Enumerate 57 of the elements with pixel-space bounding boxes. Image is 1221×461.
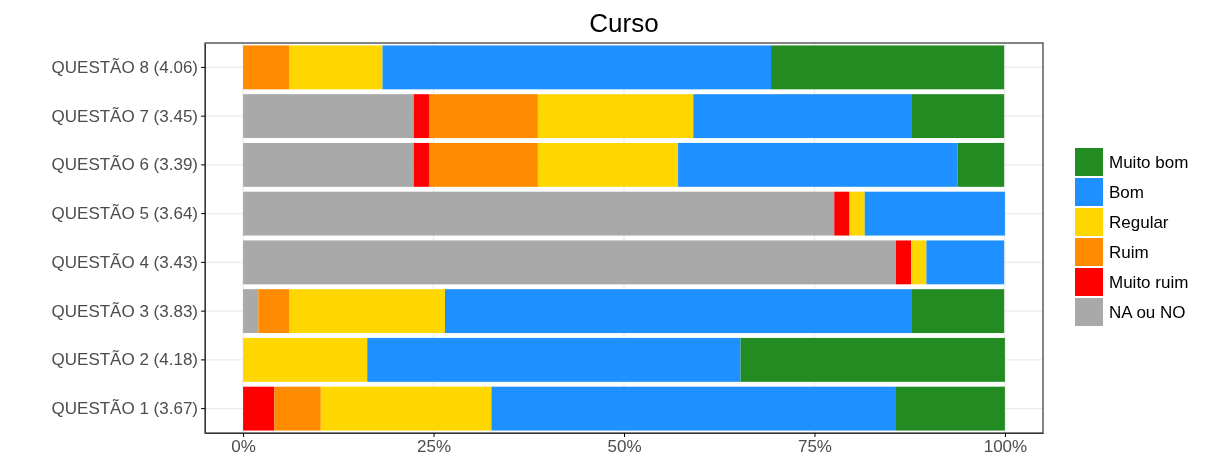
bar — [243, 191, 835, 236]
bar — [895, 240, 912, 285]
bar — [413, 94, 429, 139]
bar — [243, 337, 368, 382]
bar — [678, 142, 958, 187]
bar — [382, 45, 772, 90]
legend-label: Ruim — [1109, 243, 1149, 262]
bar — [911, 289, 1005, 334]
legend-label: Muito bom — [1109, 153, 1189, 172]
bar — [243, 45, 290, 90]
bar — [957, 142, 1005, 187]
bar — [367, 337, 741, 382]
bar — [444, 289, 912, 334]
y-tick-label: QUESTÃO 1 (3.67) — [51, 399, 198, 419]
bar — [491, 386, 896, 431]
bar — [537, 94, 694, 139]
bar — [274, 386, 321, 431]
bar — [258, 289, 290, 334]
bar — [243, 142, 414, 187]
bar — [864, 191, 1005, 236]
x-tick-label: 75% — [797, 437, 832, 457]
bar — [537, 142, 679, 187]
bar — [289, 45, 383, 90]
bar — [895, 386, 1005, 431]
bar — [413, 142, 429, 187]
bar — [911, 94, 1005, 139]
legend-label: NA ou NO — [1109, 303, 1186, 322]
y-tick-label: QUESTÃO 8 (4.06) — [51, 57, 198, 77]
bar — [693, 94, 912, 139]
y-tick-label: QUESTÃO 2 (4.18) — [51, 350, 198, 370]
y-tick-label: QUESTÃO 6 (3.39) — [51, 155, 198, 175]
legend-label: Muito ruim — [1109, 273, 1189, 292]
y-tick-label: QUESTÃO 3 (3.83) — [51, 301, 198, 321]
bar — [926, 240, 1005, 285]
bar — [834, 191, 850, 236]
bar — [911, 240, 927, 285]
y-tick-label: QUESTÃO 5 (3.64) — [51, 204, 198, 224]
bar — [289, 289, 445, 334]
x-tick-label: 0% — [231, 437, 256, 457]
bar — [428, 94, 538, 139]
x-tick-label: 100% — [983, 437, 1028, 457]
bar — [740, 337, 1005, 382]
legend-label: Regular — [1109, 213, 1169, 232]
legend-label: Bom — [1109, 183, 1144, 202]
bar — [243, 289, 259, 334]
y-tick-label: QUESTÃO 7 (3.45) — [51, 106, 198, 126]
bar — [849, 191, 865, 236]
bar — [243, 386, 275, 431]
chart-title: Curso — [589, 8, 659, 38]
x-tick-label: 50% — [607, 437, 642, 457]
bar — [771, 45, 1005, 90]
x-tick-label: 25% — [417, 437, 452, 457]
bar — [428, 142, 538, 187]
bar — [243, 240, 896, 285]
bar — [320, 386, 492, 431]
bar — [243, 94, 414, 139]
y-tick-label: QUESTÃO 4 (3.43) — [51, 252, 198, 272]
